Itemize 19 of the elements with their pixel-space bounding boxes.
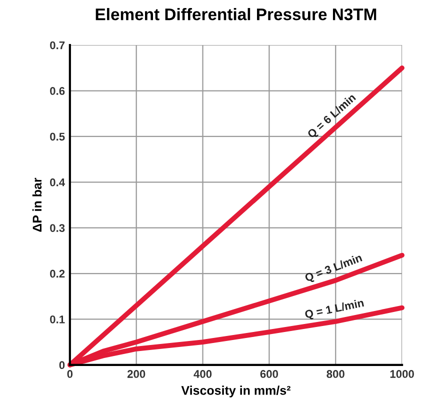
x-tick-label: 600 <box>260 370 278 378</box>
y-tick-label: 0.7 <box>50 41 65 50</box>
x-axis-title: Viscosity in mm/s² <box>181 386 290 398</box>
x-tick-label: 400 <box>194 370 212 378</box>
y-tick-label: 0.5 <box>50 132 65 141</box>
y-tick-label: 0.6 <box>50 87 65 95</box>
text: Q = 1 L/min <box>304 298 364 320</box>
y-tick-label: 0.4 <box>50 178 65 186</box>
x-tick-label: 200 <box>127 370 146 378</box>
x-tick-label: 800 <box>326 370 344 378</box>
text: Q = 3 L/min <box>304 253 364 284</box>
x-tick-label: 1000 <box>390 370 414 378</box>
x-tick-label: 0 <box>67 370 73 378</box>
y-tick-label: 0.3 <box>50 224 65 232</box>
y-tick-label: 0 <box>59 361 65 370</box>
y-axis-title: ΔP in bar <box>32 178 42 232</box>
y-tick-label: 0.1 <box>50 315 65 324</box>
y-tick-label: 0.2 <box>50 270 65 278</box>
chart-title: Element Differential Pressure N3TM <box>96 8 376 20</box>
